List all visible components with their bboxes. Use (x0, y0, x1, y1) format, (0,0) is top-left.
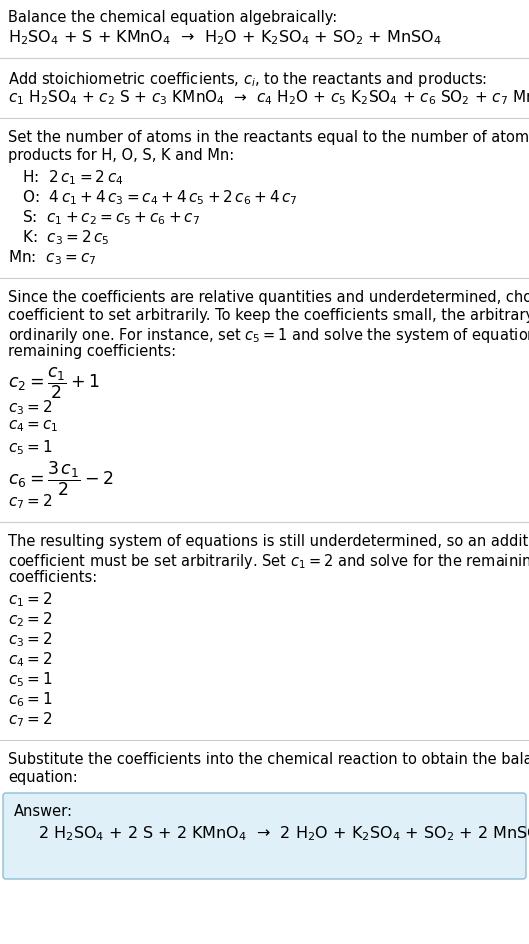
Text: $c_2 = \dfrac{c_1}{2} + 1$: $c_2 = \dfrac{c_1}{2} + 1$ (8, 366, 100, 401)
Text: Balance the chemical equation algebraically:: Balance the chemical equation algebraica… (8, 10, 338, 25)
Text: coefficient must be set arbitrarily. Set $c_1 = 2$ and solve for the remaining: coefficient must be set arbitrarily. Set… (8, 552, 529, 571)
Text: $c_3 = 2$: $c_3 = 2$ (8, 398, 52, 416)
Text: K:  $c_3 = 2\,c_5$: K: $c_3 = 2\,c_5$ (22, 228, 110, 246)
Text: $c_5 = 1$: $c_5 = 1$ (8, 438, 52, 457)
FancyBboxPatch shape (3, 793, 526, 879)
Text: products for H, O, S, K and Mn:: products for H, O, S, K and Mn: (8, 148, 234, 163)
Text: $c_4 = c_1$: $c_4 = c_1$ (8, 418, 58, 433)
Text: coefficients:: coefficients: (8, 570, 97, 585)
Text: Substitute the coefficients into the chemical reaction to obtain the balanced: Substitute the coefficients into the che… (8, 752, 529, 767)
Text: Add stoichiometric coefficients, $c_i$, to the reactants and products:: Add stoichiometric coefficients, $c_i$, … (8, 70, 487, 89)
Text: remaining coefficients:: remaining coefficients: (8, 344, 176, 359)
Text: $c_1 = 2$: $c_1 = 2$ (8, 590, 52, 609)
Text: Since the coefficients are relative quantities and underdetermined, choose a: Since the coefficients are relative quan… (8, 290, 529, 305)
Text: coefficient to set arbitrarily. To keep the coefficients small, the arbitrary va: coefficient to set arbitrarily. To keep … (8, 308, 529, 323)
Text: O:  $4\,c_1 + 4\,c_3 = c_4 + 4\,c_5 + 2\,c_6 + 4\,c_7$: O: $4\,c_1 + 4\,c_3 = c_4 + 4\,c_5 + 2\,… (22, 188, 298, 207)
Text: H$_2$SO$_4$ + S + KMnO$_4$  →  H$_2$O + K$_2$SO$_4$ + SO$_2$ + MnSO$_4$: H$_2$SO$_4$ + S + KMnO$_4$ → H$_2$O + K$… (8, 28, 442, 46)
Text: $c_3 = 2$: $c_3 = 2$ (8, 630, 52, 649)
Text: S:  $c_1 + c_2 = c_5 + c_6 + c_7$: S: $c_1 + c_2 = c_5 + c_6 + c_7$ (22, 208, 200, 227)
Text: Mn:  $c_3 = c_7$: Mn: $c_3 = c_7$ (8, 248, 96, 267)
Text: $c_7 = 2$: $c_7 = 2$ (8, 492, 52, 511)
Text: $c_6 = 1$: $c_6 = 1$ (8, 690, 52, 709)
Text: $c_1$ H$_2$SO$_4$ + $c_2$ S + $c_3$ KMnO$_4$  →  $c_4$ H$_2$O + $c_5$ K$_2$SO$_4: $c_1$ H$_2$SO$_4$ + $c_2$ S + $c_3$ KMnO… (8, 88, 529, 107)
Text: 2 H$_2$SO$_4$ + 2 S + 2 KMnO$_4$  →  2 H$_2$O + K$_2$SO$_4$ + SO$_2$ + 2 MnSO$_4: 2 H$_2$SO$_4$ + 2 S + 2 KMnO$_4$ → 2 H$_… (38, 824, 529, 843)
Text: $c_7 = 2$: $c_7 = 2$ (8, 710, 52, 729)
Text: $c_4 = 2$: $c_4 = 2$ (8, 650, 52, 668)
Text: Answer:: Answer: (14, 804, 73, 819)
Text: H:  $2\,c_1 = 2\,c_4$: H: $2\,c_1 = 2\,c_4$ (22, 168, 123, 187)
Text: $c_5 = 1$: $c_5 = 1$ (8, 670, 52, 689)
Text: Set the number of atoms in the reactants equal to the number of atoms in the: Set the number of atoms in the reactants… (8, 130, 529, 145)
Text: ordinarily one. For instance, set $c_5 = 1$ and solve the system of equations fo: ordinarily one. For instance, set $c_5 =… (8, 326, 529, 345)
Text: $c_6 = \dfrac{3\,c_1}{2} - 2$: $c_6 = \dfrac{3\,c_1}{2} - 2$ (8, 460, 114, 498)
Text: $c_2 = 2$: $c_2 = 2$ (8, 610, 52, 629)
Text: The resulting system of equations is still underdetermined, so an additional: The resulting system of equations is sti… (8, 534, 529, 549)
Text: equation:: equation: (8, 770, 78, 785)
